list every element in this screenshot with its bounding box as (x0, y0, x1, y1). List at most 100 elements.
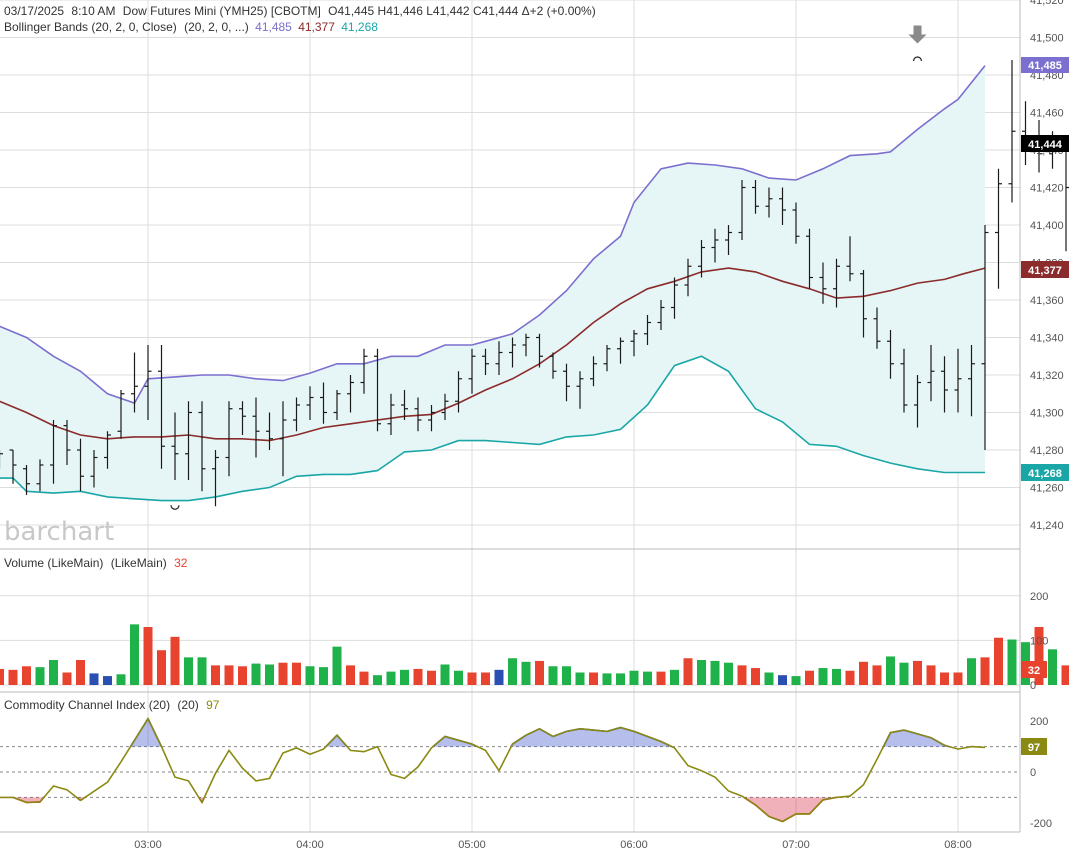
cci-fill-segment (26, 797, 40, 803)
ohlc-bar (306, 386, 314, 420)
volume-bar (62, 672, 72, 685)
bb-upper-badge: 41,485 (1021, 57, 1069, 73)
time-tick-label: 04:00 (296, 839, 324, 851)
volume-bar (130, 624, 139, 685)
bb-upper-badge-text: 41,485 (1028, 60, 1062, 72)
volume-legend-value: 32 (174, 556, 188, 570)
volume-axis: 0 100 200 (1030, 591, 1048, 692)
volume-bar (35, 667, 45, 685)
time-tick-label: 07:00 (782, 839, 810, 851)
cci-axis: 200 0 -200 (1030, 716, 1052, 830)
ohlc-bar (468, 348, 476, 394)
volume-bar (359, 671, 369, 685)
ohlc-bar (198, 401, 206, 492)
price-tick-label: 41,260 (1030, 483, 1064, 495)
volume-bar (89, 673, 99, 685)
ohlc-bar (495, 341, 503, 375)
ohlc-bar (225, 401, 233, 477)
legend-instrument: Dow Futures Mini (YMH25) [CBOTM] (123, 4, 321, 18)
volume-bar (211, 665, 220, 685)
low-marker-icon (170, 505, 180, 510)
volume-bar (22, 666, 31, 685)
ohlc-bar (266, 412, 273, 450)
price-annotations (170, 25, 927, 510)
cci-fill-segment (134, 718, 148, 747)
ohlc-bar (914, 375, 921, 428)
ohlc-bar (401, 390, 408, 420)
volume-bar (899, 662, 909, 685)
volume-bar (778, 675, 787, 685)
volume-bar (305, 666, 315, 685)
volume-bar (589, 672, 598, 685)
bb-legend-title: Bollinger Bands (20, 2, 0, Close) (4, 20, 177, 34)
cci-fill-segment (607, 727, 621, 747)
legend-date: 03/17/2025 (4, 4, 64, 18)
volume-bar (76, 660, 85, 685)
volume-bar (454, 670, 463, 685)
ohlc-bar (252, 397, 260, 458)
ohlc-bar (0, 450, 3, 469)
ohlc-bar (455, 371, 462, 413)
volume-bar (980, 657, 990, 685)
ohlc-bar (644, 315, 651, 345)
cci-fill-segment (755, 797, 769, 817)
ohlc-bar (765, 187, 773, 218)
volume-bar (278, 662, 288, 685)
ohlc-bar (968, 345, 975, 417)
ohlc-bar (711, 228, 719, 263)
volume-bar (467, 672, 477, 685)
volume-bar (143, 627, 153, 685)
volume-bar (521, 661, 531, 685)
volume-bar (791, 676, 801, 685)
time-tick-label: 05:00 (458, 839, 486, 851)
barchart-watermark: barchart (4, 517, 114, 547)
last-price-badge-text: 41,444 (1028, 139, 1063, 151)
ohlc-bar (941, 356, 948, 413)
down-arrow-icon (908, 25, 927, 44)
volume-bar (535, 660, 544, 685)
volume-bar (49, 660, 58, 685)
bb-mid-badge-text: 41,377 (1028, 265, 1062, 277)
volume-bar (373, 675, 382, 685)
bb-legend-mid: 41,377 (298, 20, 335, 34)
ohlc-bar (752, 180, 759, 214)
ohlc-bar (387, 393, 395, 435)
ohlc-bar (860, 270, 867, 338)
volume-bar (116, 674, 126, 685)
volume-bar (8, 669, 18, 685)
volume-bar (872, 665, 882, 685)
bb-legend-params: (20, 2, 0, ...) (184, 20, 249, 34)
volume-bar (751, 668, 760, 685)
volume-bar (0, 668, 4, 685)
cci-tick-label: 0 (1030, 767, 1036, 779)
volume-bar (575, 672, 585, 685)
volume-legend-params: (LikeMain) (111, 556, 167, 570)
volume-bar (656, 671, 666, 685)
ohlc-bar (549, 352, 557, 379)
volume-bar (805, 670, 814, 685)
ohlc-bar (1008, 60, 1016, 203)
volume-bar (413, 668, 423, 685)
ohlc-bar (414, 397, 422, 432)
volume-bar (224, 665, 234, 685)
legend-time: 8:10 AM (71, 4, 115, 18)
time-tick-label: 03:00 (134, 839, 162, 851)
volume-bar (670, 669, 679, 685)
volume-legend-title: Volume (LikeMain) (4, 556, 103, 570)
cci-legend-value: 97 (206, 698, 220, 712)
cci-fill-segment (769, 797, 783, 822)
ohlc-bar (819, 262, 827, 304)
volume-bar (1048, 649, 1057, 685)
volume-bar (967, 658, 976, 685)
volume-bar (643, 671, 652, 685)
volume-bar (562, 666, 571, 685)
volume-bar (170, 636, 180, 685)
time-tick-label: 06:00 (620, 839, 648, 851)
volume-bar (292, 662, 301, 685)
ohlc-bar (684, 258, 692, 297)
bollinger-middle-line (0, 267, 986, 442)
ohlc-bar (9, 449, 17, 484)
cci-fill-segment (890, 730, 904, 747)
ohlc-bar (144, 345, 152, 420)
ohlc-bar (576, 371, 584, 409)
